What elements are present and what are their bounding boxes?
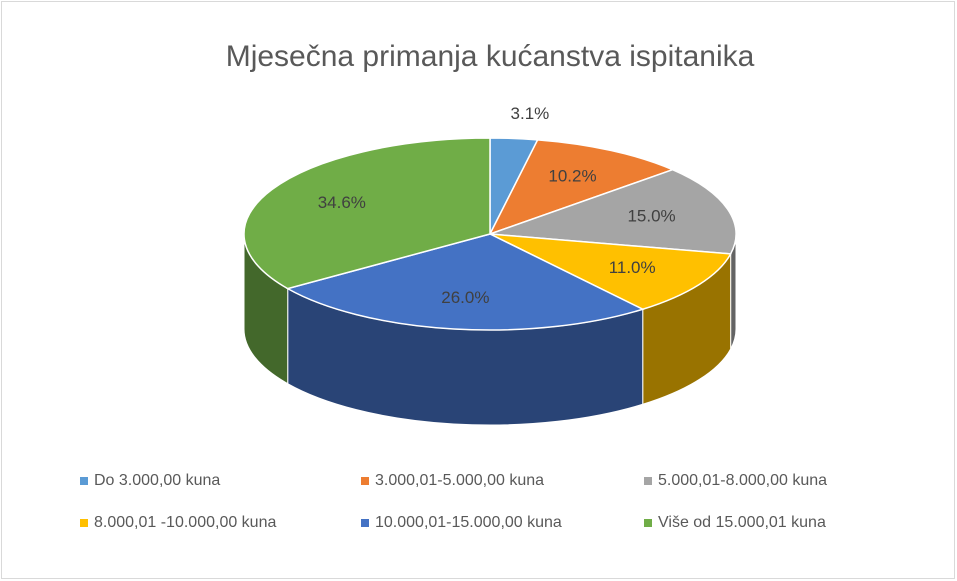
chart-title: Mjesečna primanja kućanstva ispitanika bbox=[226, 40, 755, 73]
data-label: 11.0% bbox=[609, 258, 656, 277]
data-label: 15.0% bbox=[627, 207, 675, 226]
legend-label: Više od 15.000,01 kuna bbox=[658, 514, 826, 531]
slice bbox=[488, 139, 675, 236]
legend-swatch bbox=[644, 477, 652, 485]
data-label: 34.6% bbox=[318, 193, 366, 212]
data-label: 3.1% bbox=[511, 104, 550, 123]
legend-swatch bbox=[644, 519, 652, 527]
legend-swatch bbox=[80, 519, 88, 527]
legend-label: Do 3.000,00 kuna bbox=[94, 472, 220, 489]
slice bbox=[489, 168, 737, 255]
legend-label: 5.000,01-8.000,00 kuna bbox=[658, 472, 827, 489]
legend-swatch bbox=[361, 477, 369, 485]
data-label: 26.0% bbox=[441, 288, 489, 307]
legend-label: 3.000,01-5.000,00 kuna bbox=[375, 472, 544, 489]
slice bbox=[243, 137, 491, 290]
legend-label: 8.000,01 -10.000,00 kuna bbox=[94, 514, 276, 531]
slice bbox=[489, 233, 732, 311]
slice bbox=[285, 233, 645, 331]
data-label: 10.2% bbox=[548, 167, 596, 186]
legend-label: 10.000,01-15.000,00 kuna bbox=[375, 514, 562, 531]
legend-swatch bbox=[80, 477, 88, 485]
legend-swatch bbox=[361, 519, 369, 527]
